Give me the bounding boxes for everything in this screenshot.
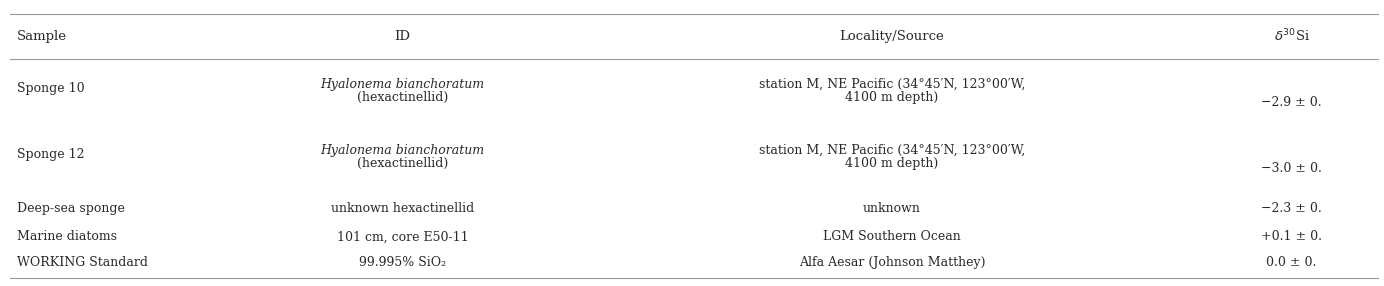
Text: $\delta^{30}$Si: $\delta^{30}$Si xyxy=(1273,28,1309,45)
Text: Sponge 12: Sponge 12 xyxy=(17,148,84,161)
Text: Deep-sea sponge: Deep-sea sponge xyxy=(17,202,125,215)
Text: −2.3 ± 0.: −2.3 ± 0. xyxy=(1261,202,1322,215)
Text: station M, NE Pacific (34°45′N, 123°00′W,: station M, NE Pacific (34°45′N, 123°00′W… xyxy=(758,78,1026,91)
Text: unknown: unknown xyxy=(864,202,920,215)
Text: Marine diatoms: Marine diatoms xyxy=(17,231,116,243)
Text: WORKING Standard: WORKING Standard xyxy=(17,256,148,269)
Text: (hexactinellid): (hexactinellid) xyxy=(357,91,448,104)
Text: station M, NE Pacific (34°45′N, 123°00′W,: station M, NE Pacific (34°45′N, 123°00′W… xyxy=(758,144,1026,157)
Text: 99.995% SiO₂: 99.995% SiO₂ xyxy=(358,256,446,269)
Text: unknown hexactinellid: unknown hexactinellid xyxy=(331,202,475,215)
Text: Locality/Source: Locality/Source xyxy=(840,30,944,43)
Text: 101 cm, core E50-11: 101 cm, core E50-11 xyxy=(336,231,468,243)
Text: LGM Southern Ocean: LGM Southern Ocean xyxy=(823,231,960,243)
Text: Sponge 10: Sponge 10 xyxy=(17,82,84,95)
Text: −2.9 ± 0.: −2.9 ± 0. xyxy=(1261,96,1322,109)
Text: 4100 m depth): 4100 m depth) xyxy=(846,91,938,104)
Text: Hyalonema bianchoratum: Hyalonema bianchoratum xyxy=(321,78,484,91)
Text: Hyalonema bianchoratum: Hyalonema bianchoratum xyxy=(321,144,484,157)
Text: 0.0 ± 0.: 0.0 ± 0. xyxy=(1266,256,1316,269)
Text: +0.1 ± 0.: +0.1 ± 0. xyxy=(1261,231,1322,243)
Text: −3.0 ± 0.: −3.0 ± 0. xyxy=(1261,162,1322,175)
Text: 4100 m depth): 4100 m depth) xyxy=(846,156,938,170)
Text: (hexactinellid): (hexactinellid) xyxy=(357,156,448,170)
Text: Sample: Sample xyxy=(17,30,66,43)
Text: ID: ID xyxy=(394,30,411,43)
Text: Alfa Aesar (Johnson Matthey): Alfa Aesar (Johnson Matthey) xyxy=(799,256,985,269)
